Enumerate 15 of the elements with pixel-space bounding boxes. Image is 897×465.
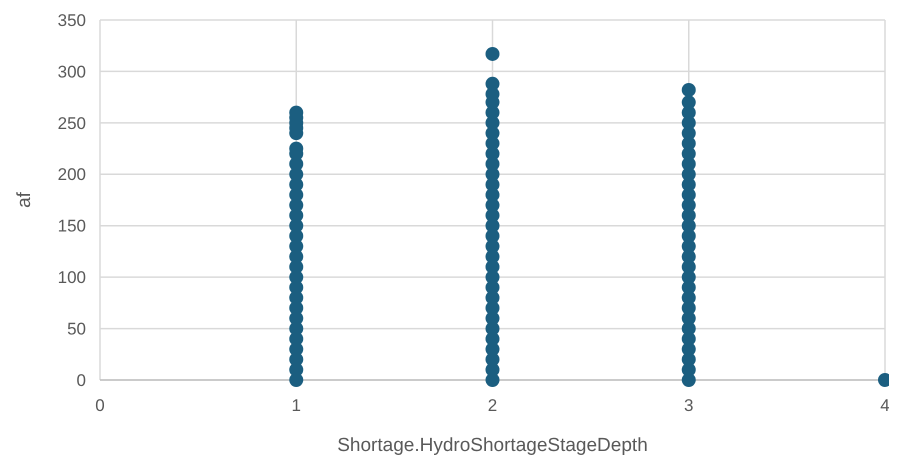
- y-tick-label: 350: [58, 10, 86, 30]
- y-tick-label: 100: [58, 268, 86, 288]
- x-tick-label: 0: [95, 396, 105, 415]
- x-tick-label: 4: [880, 396, 890, 415]
- x-tick-label: 2: [488, 396, 498, 415]
- y-axis-title: af: [14, 191, 35, 208]
- y-tick-label: 150: [58, 216, 86, 236]
- x-tick-label: 3: [684, 396, 694, 415]
- y-tick-label: 50: [67, 320, 86, 339]
- y-tick-label: 200: [58, 165, 86, 184]
- y-tick-label: 0: [76, 370, 86, 390]
- y-tick-label: 250: [58, 114, 86, 133]
- x-axis-title: Shortage.HydroShortageStageDepth: [337, 435, 648, 456]
- y-tick-label: 300: [58, 62, 86, 82]
- x-tick-label: 1: [292, 396, 301, 415]
